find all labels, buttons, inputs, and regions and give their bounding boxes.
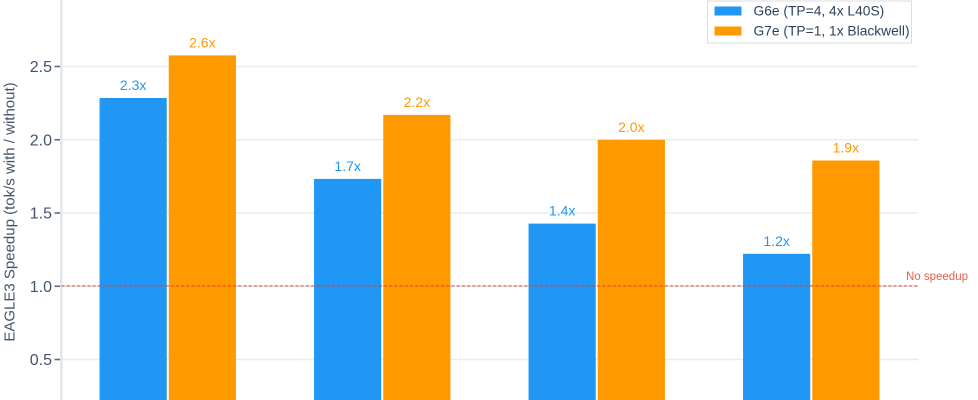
svg-text:2.5: 2.5 [30, 59, 52, 76]
svg-text:EAGLE3 Speedup (tok/s with / w: EAGLE3 Speedup (tok/s with / without) [2, 82, 19, 341]
svg-text:1.4x: 1.4x [549, 203, 575, 219]
svg-text:1.9x: 1.9x [833, 140, 859, 156]
svg-text:2.2x: 2.2x [404, 94, 430, 110]
svg-text:2.0x: 2.0x [618, 119, 644, 135]
svg-text:1.2x: 1.2x [763, 233, 789, 249]
svg-text:1.5: 1.5 [30, 206, 52, 223]
svg-text:0.5: 0.5 [30, 352, 52, 369]
svg-text:2.6x: 2.6x [189, 34, 215, 50]
svg-text:G7e (TP=1, 1x Blackwell): G7e (TP=1, 1x Blackwell) [754, 24, 910, 39]
svg-text:1.7x: 1.7x [334, 158, 360, 174]
svg-text:No speedup: No speedup [906, 271, 968, 283]
svg-text:2.0: 2.0 [30, 132, 52, 149]
svg-text:G6e (TP=4, 4x L40S): G6e (TP=4, 4x L40S) [754, 4, 885, 19]
svg-text:2.3x: 2.3x [120, 77, 146, 93]
svg-text:1.0: 1.0 [30, 279, 52, 296]
